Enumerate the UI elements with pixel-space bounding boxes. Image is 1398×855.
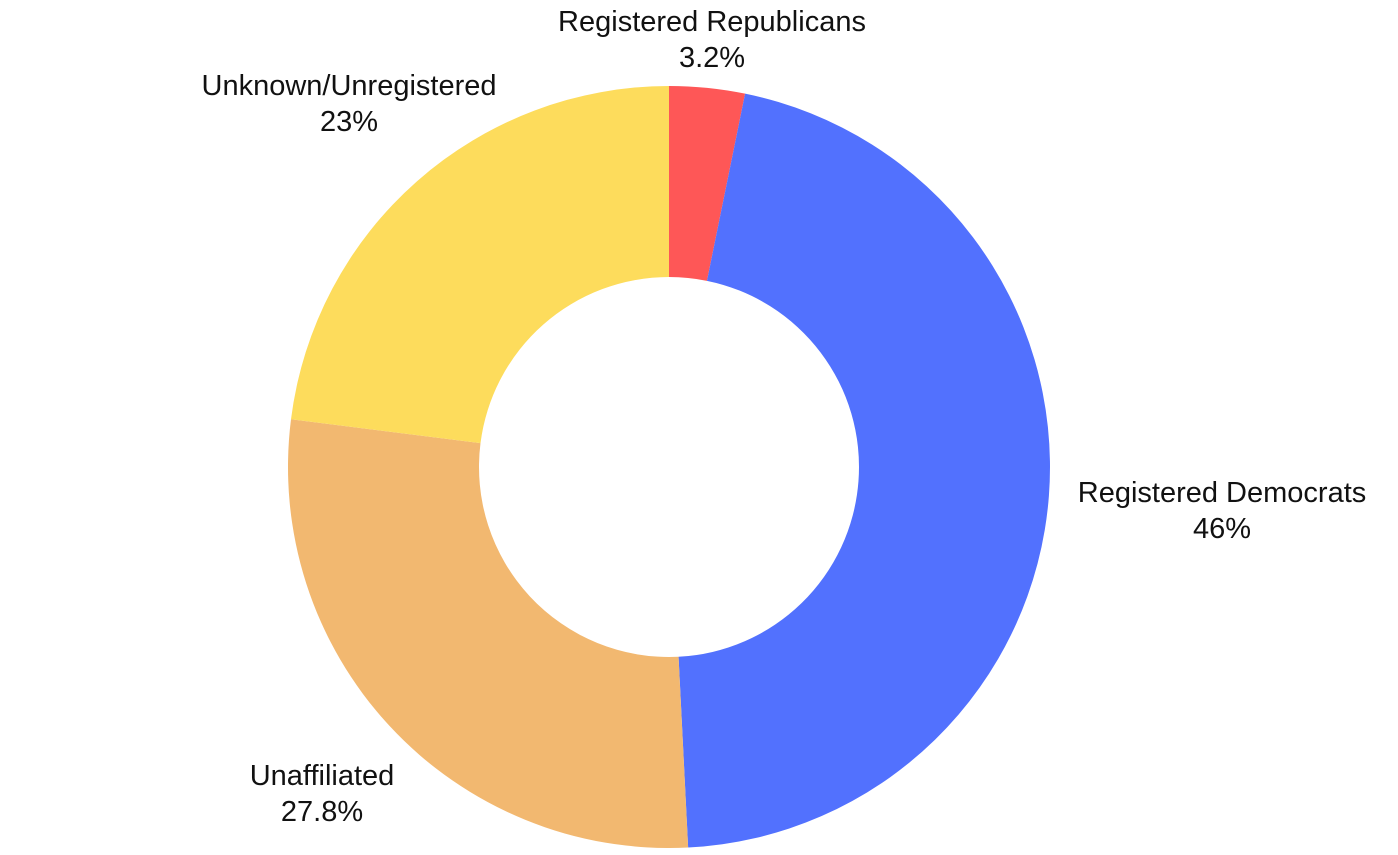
donut-slices	[287, 86, 1050, 848]
label-registered-republicans-value: 3.2%	[678, 42, 746, 74]
slice-registered-democrats	[678, 93, 1050, 848]
label-registered-republicans: Registered Republicans 3.2%	[558, 4, 866, 76]
label-unaffiliated-value: 27.8%	[280, 796, 364, 828]
label-unknown-unregistered: Unknown/Unregistered 23%	[202, 68, 497, 140]
slice-unaffiliated	[287, 419, 689, 848]
slice-unknown-unregistered	[291, 86, 669, 444]
label-unknown-unregistered-name: Unknown/Unregistered	[201, 70, 497, 102]
label-registered-republicans-name: Registered Republicans	[558, 6, 866, 38]
slice-registered-republicans	[669, 86, 746, 281]
label-registered-democrats: Registered Democrats 46%	[1078, 475, 1367, 547]
label-registered-democrats-value: 46%	[1192, 513, 1252, 545]
label-unaffiliated: Unaffiliated 27.8%	[250, 758, 395, 830]
label-registered-democrats-name: Registered Democrats	[1077, 477, 1367, 509]
label-unknown-unregistered-value: 23%	[319, 106, 379, 138]
label-unaffiliated-name: Unaffiliated	[249, 760, 395, 792]
